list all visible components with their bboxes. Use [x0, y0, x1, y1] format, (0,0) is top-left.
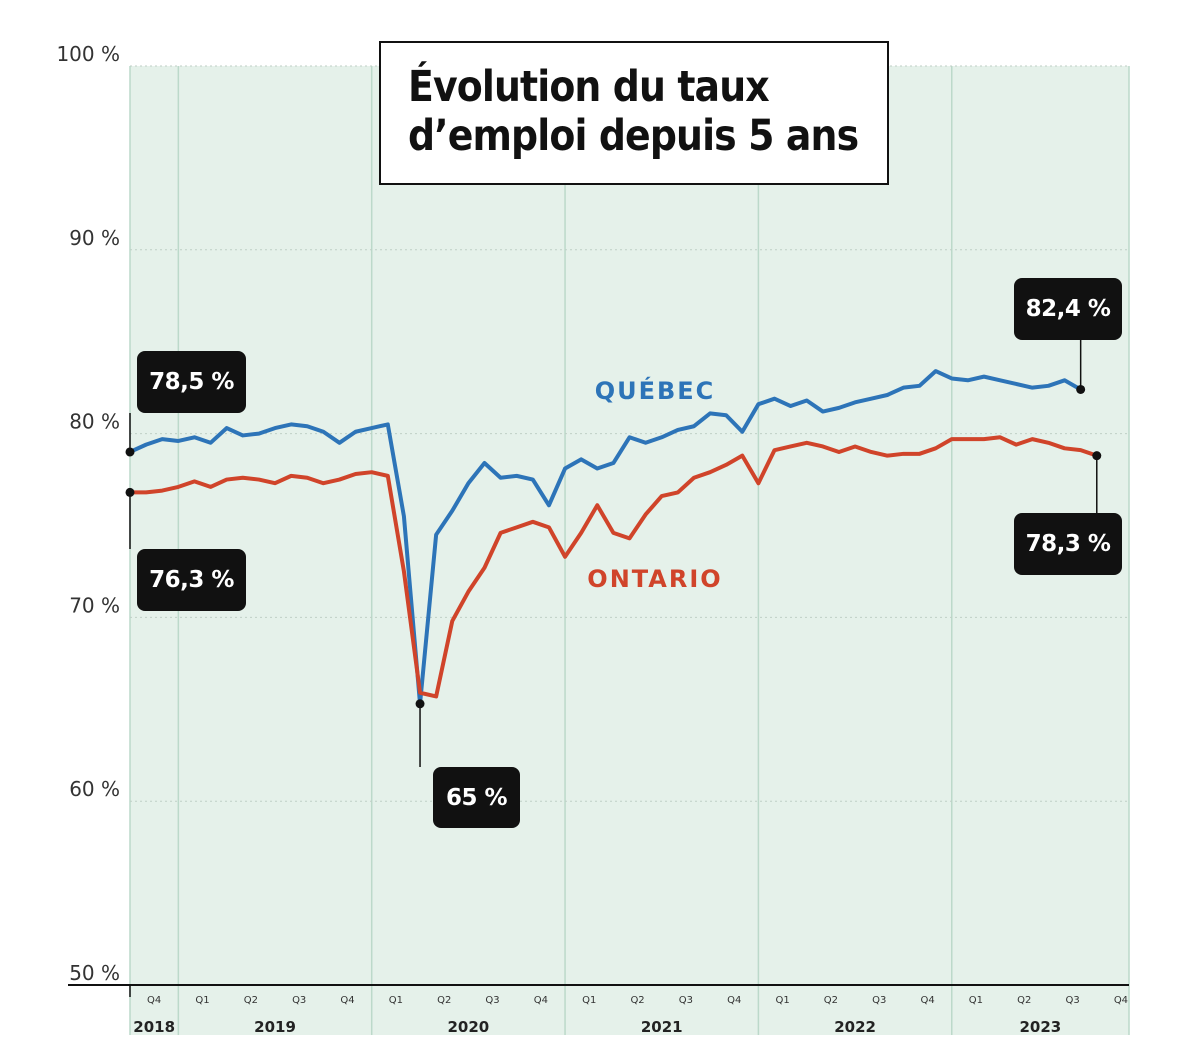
series-label-quebec: QUÉBEC — [595, 376, 716, 405]
callout-point — [125, 447, 135, 457]
quarter-tick-label: Q3 — [292, 995, 306, 1006]
plot-background — [130, 66, 1129, 1035]
quarter-tick-label: Q3 — [679, 995, 693, 1006]
callout-point — [1076, 384, 1086, 394]
series-line-québec — [129, 369, 1082, 706]
quarter-tick-label: Q3 — [485, 995, 499, 1006]
gridlines — [130, 65, 1129, 802]
callout-ontario-end: 78,3 % — [1014, 513, 1122, 575]
year-label: 2022 — [834, 1018, 876, 1036]
quarter-tick-label: Q4 — [920, 995, 934, 1006]
chart-title-box: Évolution du taux d’emploi depuis 5 ans — [379, 41, 889, 185]
quarter-tick-label: Q4 — [534, 995, 548, 1006]
quarter-tick-label: Q1 — [195, 995, 209, 1006]
callout-quebec-start: 78,5 % — [137, 351, 246, 413]
quarter-tick-label: Q1 — [775, 995, 789, 1006]
quarter-tick-label: Q4 — [1114, 995, 1128, 1006]
year-label: 2019 — [254, 1018, 296, 1036]
quarter-tick-label: Q2 — [824, 995, 838, 1006]
year-label: 2021 — [641, 1018, 683, 1036]
quarter-tick-label: Q2 — [630, 995, 644, 1006]
year-label: 2020 — [447, 1018, 489, 1036]
quarter-tick-label: Q4 — [147, 995, 161, 1006]
callout-quebec-end: 82,4 % — [1014, 278, 1122, 340]
quarter-tick-label: Q2 — [244, 995, 258, 1006]
callout-pandemic-low: 65 % — [433, 767, 520, 828]
callout-point — [415, 699, 425, 709]
y-tick-label: 90 % — [69, 226, 120, 250]
y-tick-label: 80 % — [69, 410, 120, 434]
quarter-tick-label: Q2 — [1017, 995, 1031, 1006]
y-tick-label: 100 % — [56, 42, 120, 66]
quarter-tick-label: Q1 — [389, 995, 403, 1006]
chart-title-line-2: d’emploi depuis 5 ans — [408, 111, 859, 161]
quarter-tick-label: Q1 — [969, 995, 983, 1006]
series-label-ontario: ONTARIO — [587, 565, 722, 593]
callout-point — [125, 487, 135, 497]
quarter-tick-label: Q3 — [872, 995, 886, 1006]
quarter-tick-label: Q2 — [437, 995, 451, 1006]
y-tick-label: 70 % — [69, 593, 120, 617]
chart-title-line-1: Évolution du taux — [408, 62, 770, 112]
series-line-ontario — [130, 435, 1098, 699]
quarter-tick-label: Q3 — [1065, 995, 1079, 1006]
callout-ontario-start: 76,3 % — [137, 549, 246, 611]
quarter-tick-label: Q4 — [727, 995, 741, 1006]
callout-connectors — [125, 340, 1102, 767]
quarter-tick-label: Q4 — [340, 995, 354, 1006]
callout-point — [1092, 451, 1102, 461]
y-axis-tick-labels: 100 % 90 % 80 % 70 % 60 % 50 % — [56, 42, 120, 985]
quarter-tick-label: Q1 — [582, 995, 596, 1006]
year-label: 2018 — [133, 1018, 175, 1036]
y-tick-label: 50 % — [69, 961, 120, 985]
x-axis-ticks: Q4 Q1 Q2 Q3 Q4 Q1 Q2 Q3 Q4 Q1 Q2 Q3 Q4 Q1 Q2 Q3 Q4 Q1 Q2 Q3… — [129, 985, 1128, 1036]
y-tick-label: 60 % — [69, 777, 120, 801]
series-lines — [129, 369, 1098, 706]
year-label: 2023 — [1020, 1018, 1062, 1036]
